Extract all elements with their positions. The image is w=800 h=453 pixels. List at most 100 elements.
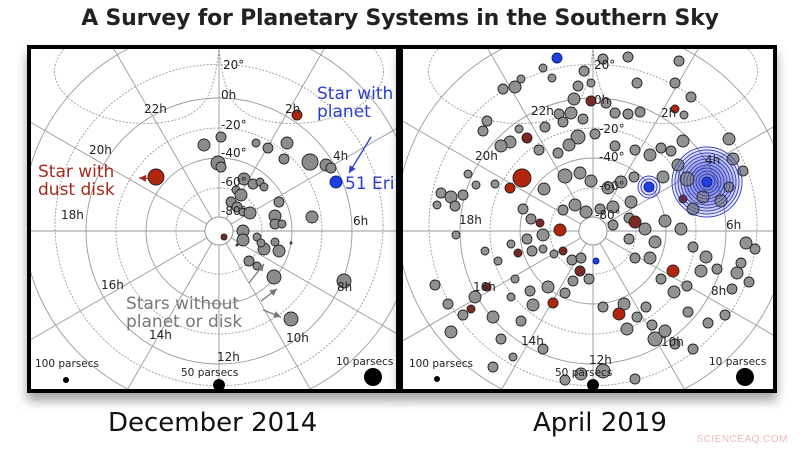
coord-label: 16h [101,278,124,292]
star-gray [508,352,518,362]
star-gray [656,170,670,184]
arrow-head-icon [269,289,277,296]
star-gray [273,196,285,208]
star-gray [589,128,601,140]
star-disk_dark [482,282,492,292]
meridian-curve [592,49,758,124]
label-stars-without-planet-or-disk: Stars without planet or disk [126,294,242,332]
star-disk [553,223,567,237]
star-gray [490,179,500,189]
star-gray [449,200,461,212]
star-gray [252,232,262,242]
star-gray [506,292,516,302]
star-gray [521,233,533,245]
star-gray [722,132,736,146]
star-gray [243,255,255,267]
star-gray [622,108,634,120]
arrow-head-icon [139,174,147,182]
ra-line [31,237,208,341]
star-gray [510,274,520,284]
sky-map-december-2014: 20° 0h -20° -40° -60° -80° 22h 2h 20h 4h 18h 6h 16h 8… [31,49,396,389]
star-gray [702,317,714,329]
star-gray [655,273,667,285]
planet-ring-outline [698,173,716,191]
annotation-line: planet or disk [126,312,242,332]
star-gray [643,148,657,162]
star-gray [514,124,524,134]
meridian-curve [428,49,594,124]
star-gray [524,285,536,297]
scale-dot [63,377,69,383]
star-gray [681,280,693,292]
star-gray [579,205,593,219]
coord-label: 8h [337,280,352,294]
star-gray [215,161,227,173]
star-gray [487,361,499,373]
star-gray [444,325,458,339]
star-gray [525,213,537,225]
star-gray [325,162,337,174]
star-gray [628,171,640,183]
ra-line [127,242,213,389]
coord-label: 20° [223,58,244,72]
star-gray [687,241,699,253]
annotation-arrow [348,136,372,174]
star-disk_dark [466,304,476,314]
star-gray [634,106,646,118]
meridian-curve [54,49,220,124]
star-gray [578,65,590,77]
coord-label: 14h [149,328,172,342]
star-gray [735,257,747,269]
annotation-line: dust disk [38,180,115,200]
star-gray [629,373,641,385]
star-gray [673,55,685,67]
arrow-head-icon [256,264,264,272]
south-pole-marker [578,216,608,246]
star-gray [538,244,548,254]
coord-label: 12h [217,350,240,364]
star-gray [457,189,469,201]
scale-label: 100 parsecs [35,358,99,370]
star-gray [457,309,469,321]
star-gray [494,139,508,153]
coord-label: -20° [221,118,247,132]
scale-dot [736,368,754,386]
star-gray [236,233,250,247]
ra-line [501,242,587,389]
star-gray [568,198,582,212]
star-gray [711,263,723,275]
label-51-eri: 51 Eri [345,174,395,194]
scale-label: 100 parsecs [409,358,473,370]
coord-label: 10h [661,335,684,349]
star-disk [291,109,303,121]
planet-ring-outline [671,146,743,218]
star-gray [537,182,551,196]
coord-label: 14h [521,334,544,348]
scale-label: 50 parsecs [181,367,238,379]
star-gray [737,165,749,177]
caption-december-2014: December 2014 [108,408,318,438]
scale-dot [364,368,382,386]
star-gray [648,235,662,249]
star-gray [687,343,699,355]
star-gray [600,97,612,109]
planet-ring-outline [695,170,719,194]
star-disk [670,104,680,114]
star-gray [574,367,588,381]
star-gray [537,343,549,355]
star-gray [597,53,609,65]
star-gray [278,153,290,165]
star-gray [575,252,587,264]
planet-ring-outline [686,161,728,203]
ra-line [230,237,396,334]
coord-label: -60° [599,179,625,193]
star-gray [266,269,282,285]
annotation-line: Star with [38,162,114,182]
star-gray [623,233,635,245]
ra-line [225,242,311,389]
star-gray [237,172,251,186]
star-gray [442,298,454,310]
star-disk [512,168,532,188]
star-planet [329,175,343,189]
star-gray [682,306,694,318]
